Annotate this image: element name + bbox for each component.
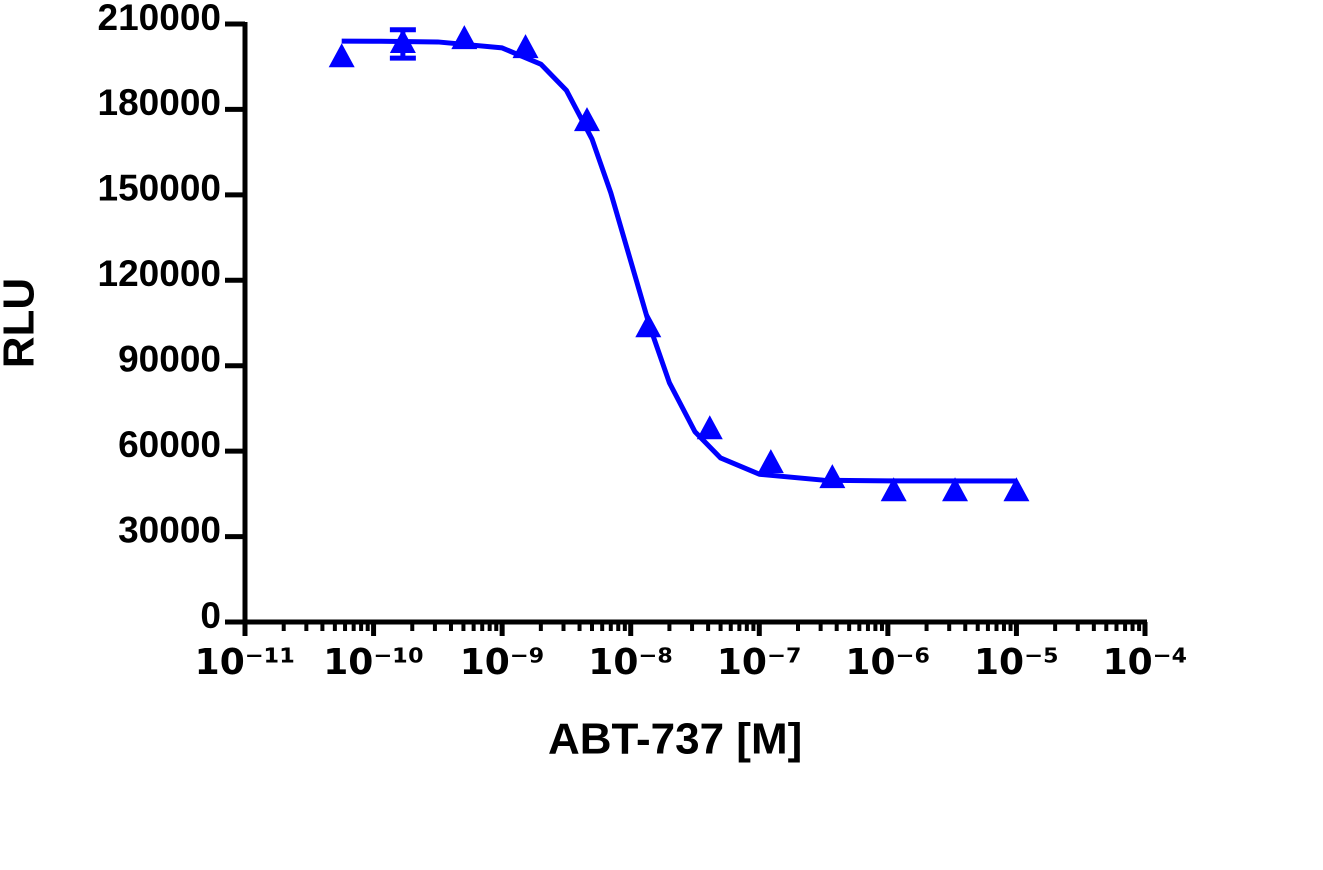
data-point xyxy=(880,477,907,502)
y-tick-label: 0 xyxy=(200,595,221,636)
fit-curve xyxy=(341,38,1017,484)
y-tick-label: 120000 xyxy=(98,253,221,294)
x-tick-label: 10⁻⁸ xyxy=(588,642,673,683)
data-point xyxy=(757,449,784,474)
x-tick-label: 10⁻¹⁰ xyxy=(323,642,424,683)
y-tick-label: 90000 xyxy=(118,338,221,379)
x-tick-label: 10⁻⁷ xyxy=(717,642,802,683)
data-point xyxy=(328,43,355,68)
y-tick-label: 60000 xyxy=(118,424,221,465)
y-axis-label: RLU xyxy=(0,278,44,368)
data-point xyxy=(512,34,539,59)
x-tick-label: 10⁻⁶ xyxy=(845,642,930,683)
data-point xyxy=(942,477,969,502)
data-point xyxy=(819,464,846,489)
x-tick-label: 10⁻¹¹ xyxy=(195,642,296,683)
y-tick-label: 150000 xyxy=(98,168,221,209)
x-tick-label: 10⁻⁴ xyxy=(1103,642,1188,683)
data-point xyxy=(1003,477,1030,502)
data-point xyxy=(696,415,723,440)
x-tick-label: 10⁻⁹ xyxy=(460,642,545,683)
x-axis-label: ABT-737 [M] xyxy=(548,715,802,764)
data-point xyxy=(573,107,600,132)
y-tick-label: 30000 xyxy=(118,509,221,550)
y-tick-label: 180000 xyxy=(98,82,221,123)
x-tick-label: 10⁻⁵ xyxy=(974,642,1059,683)
y-tick-label: 210000 xyxy=(98,0,221,38)
